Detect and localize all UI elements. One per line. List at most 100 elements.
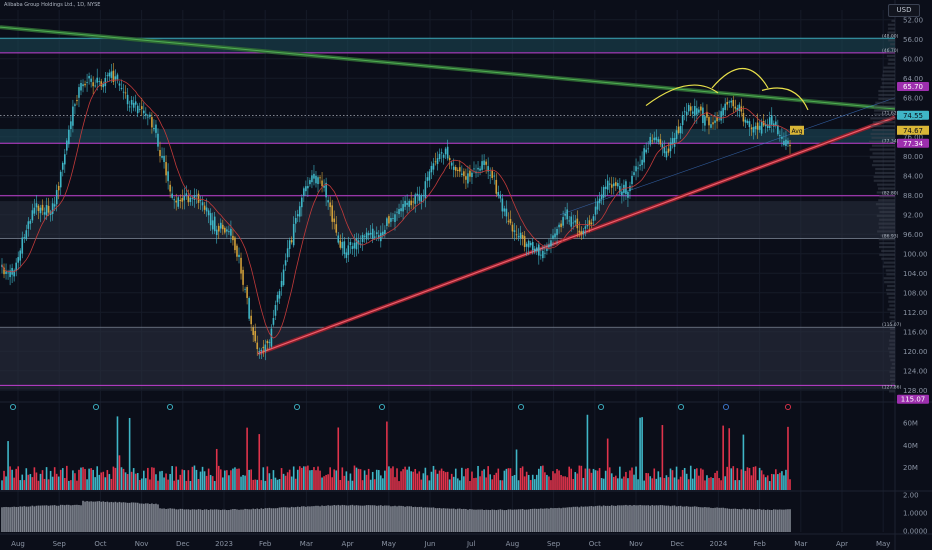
oscillator-bar bbox=[189, 509, 192, 532]
volume-bar bbox=[201, 466, 204, 490]
candle-body bbox=[562, 217, 564, 226]
oscillator-bar bbox=[13, 506, 15, 532]
oscillator-bar bbox=[689, 506, 692, 532]
oscillator-bar bbox=[303, 506, 305, 532]
oscillator-bar bbox=[72, 505, 74, 532]
oscillator-bar bbox=[317, 505, 319, 532]
candle-body bbox=[785, 139, 787, 146]
price-axis[interactable]: 52.0056.0060.0064.0068.0072.0076.0080.00… bbox=[903, 16, 928, 535]
oscillator-bar bbox=[726, 508, 729, 532]
volume-bar bbox=[772, 474, 775, 490]
candle-body bbox=[629, 185, 631, 192]
oscillator-bar bbox=[770, 509, 773, 532]
event-marker-icon bbox=[166, 403, 174, 411]
event-marker-icon bbox=[784, 403, 792, 411]
volume-bar bbox=[560, 474, 562, 490]
event-marker-icon bbox=[92, 403, 100, 411]
candle-body bbox=[377, 235, 380, 238]
candle-body bbox=[394, 214, 396, 222]
oscillator-bar bbox=[434, 508, 437, 532]
candle-body bbox=[375, 232, 378, 235]
oscillator-bar bbox=[369, 505, 372, 532]
volume-profile-bar bbox=[878, 97, 895, 100]
candle-body bbox=[523, 236, 526, 248]
candle-body bbox=[738, 104, 741, 111]
oscillator-bar bbox=[485, 509, 487, 532]
volume-bar bbox=[596, 470, 599, 490]
candle-body bbox=[41, 204, 44, 211]
volume-bar bbox=[110, 478, 113, 490]
oscillator-bar bbox=[574, 506, 577, 532]
candle-body bbox=[254, 330, 257, 342]
oscillator-bar bbox=[319, 506, 321, 532]
oscillator-bar bbox=[353, 505, 356, 532]
oscillator-bar bbox=[416, 507, 419, 532]
volume-bar bbox=[386, 421, 388, 490]
volume-bar bbox=[750, 475, 753, 490]
volume-bar bbox=[195, 469, 198, 490]
volume-bar bbox=[777, 474, 779, 490]
candle-body bbox=[199, 200, 202, 202]
candle-body bbox=[608, 183, 611, 185]
oscillator-bar bbox=[418, 506, 421, 532]
time-axis[interactable]: Aug Sep Oct Nov Dec 2023 Feb Mar Apr May Jun Jul Aug… bbox=[11, 540, 890, 548]
oscillator-bar bbox=[604, 505, 607, 532]
candle-body bbox=[120, 87, 123, 89]
oscillator-bar bbox=[552, 508, 554, 532]
oscillator-bar bbox=[84, 501, 86, 532]
live-price-badge-bg bbox=[897, 110, 929, 120]
volume-bar bbox=[142, 470, 145, 490]
candle-body bbox=[655, 137, 658, 141]
oscillator-bar bbox=[450, 508, 453, 532]
candle-body bbox=[126, 94, 129, 105]
candle-body bbox=[789, 145, 791, 147]
oscillator-bar bbox=[602, 505, 605, 532]
oscillator-bar bbox=[748, 508, 751, 532]
candle-body bbox=[165, 162, 167, 176]
volume-profile-bar bbox=[888, 339, 895, 342]
volume-bar bbox=[779, 472, 781, 490]
candle-body bbox=[23, 237, 26, 238]
oscillator-bar bbox=[305, 506, 307, 532]
oscillator-bar bbox=[566, 507, 568, 532]
candle-body bbox=[371, 228, 374, 239]
oscillator-bar bbox=[785, 509, 787, 532]
volume-bar bbox=[37, 480, 40, 490]
candle-body bbox=[400, 208, 402, 212]
volume-profile-bar bbox=[869, 156, 895, 159]
currency-button[interactable]: USD bbox=[888, 4, 920, 17]
oscillator-bar bbox=[744, 508, 747, 532]
volume-bar bbox=[309, 470, 311, 490]
oscillator-bar bbox=[499, 509, 502, 532]
volume-bar bbox=[341, 467, 344, 490]
volume-bar bbox=[92, 469, 94, 490]
oscillator-bar bbox=[483, 509, 485, 532]
candle-body bbox=[290, 240, 293, 243]
volume-bar bbox=[359, 469, 362, 490]
oscillator-bar bbox=[70, 505, 72, 532]
candle-body bbox=[43, 212, 46, 215]
volume-bar bbox=[546, 474, 548, 490]
candle-body bbox=[673, 137, 676, 147]
candle-body bbox=[651, 140, 654, 142]
candle-body bbox=[140, 106, 143, 110]
candle-body bbox=[301, 197, 303, 208]
candle-body bbox=[388, 216, 390, 224]
time-tick-label: Aug bbox=[506, 540, 520, 548]
time-tick-label: Mar bbox=[794, 540, 807, 548]
candle-body bbox=[538, 244, 540, 256]
volume-profile-bar bbox=[870, 117, 895, 120]
oscillator-bar bbox=[448, 508, 451, 532]
volume-bar bbox=[503, 470, 506, 490]
volume-bar bbox=[400, 471, 402, 490]
oscillator-bar bbox=[29, 506, 32, 532]
oscillator-bar bbox=[357, 505, 360, 532]
volume-bar bbox=[365, 474, 368, 490]
candle-body bbox=[59, 171, 62, 188]
volume-profile-bar bbox=[888, 58, 895, 61]
candle-body bbox=[345, 252, 348, 258]
oscillator-bar bbox=[100, 501, 103, 532]
candle-body bbox=[272, 318, 275, 325]
volume-bar bbox=[124, 472, 127, 490]
